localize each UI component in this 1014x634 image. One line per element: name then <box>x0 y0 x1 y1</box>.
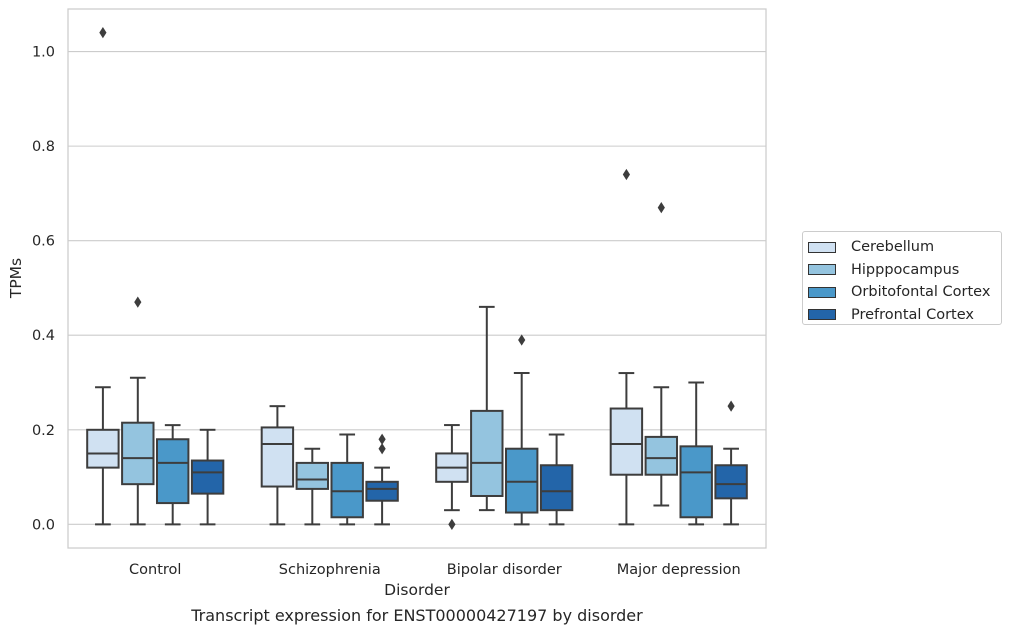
grid-lines <box>68 51 766 525</box>
x-tick-labels: Control Schizophrenia Bipolar disorder Majo… <box>129 562 741 578</box>
box <box>295 461 330 490</box>
outlier-point <box>518 334 526 346</box>
box-group <box>365 433 399 526</box>
legend-label: Hipppocampus <box>851 261 960 278</box>
box-group <box>714 400 748 526</box>
box <box>155 438 190 505</box>
y-tick-label: 1.0 <box>32 45 55 61</box>
legend-swatch <box>808 264 836 276</box>
box-group <box>330 433 364 526</box>
outlier-point <box>134 296 142 308</box>
box-group <box>155 424 190 526</box>
box <box>86 428 120 469</box>
outlier-point <box>622 168 630 181</box>
box <box>679 445 713 519</box>
box-group <box>644 201 679 507</box>
legend-swatch <box>808 309 836 321</box>
legend-swatch <box>808 286 836 298</box>
chart-caption: Transcript expression for ENST0000042719… <box>191 606 643 625</box>
outlier-point <box>448 518 456 530</box>
legend-item-hippocampus: Hipppocampus <box>808 259 1001 282</box>
outlier-point <box>378 433 386 445</box>
box <box>470 409 504 497</box>
y-tick-label: 0.8 <box>32 139 55 155</box>
box-group <box>86 27 120 526</box>
y-tick-labels: 0.0 0.2 0.4 0.6 0.8 1.0 <box>32 45 55 534</box>
legend-label: Cerebellum <box>851 239 935 256</box>
box <box>644 435 679 476</box>
box <box>330 461 364 519</box>
x-tick-label: Bipolar disorder <box>447 562 562 578</box>
x-axis-label: Disorder <box>384 581 450 599</box>
x-tick-label: Major depression <box>617 562 741 578</box>
legend: Cerebellum Hipppocampus Orbitofontal Cor… <box>802 231 1002 325</box>
box-group <box>609 168 644 526</box>
box-group <box>679 381 713 526</box>
x-tick-label: Control <box>129 562 181 578</box>
y-tick-label: 0.0 <box>32 517 55 533</box>
outlier-point <box>378 443 386 455</box>
outlier-point <box>99 27 107 39</box>
box-group <box>470 305 504 512</box>
boxes <box>86 27 748 530</box>
box-group <box>504 334 539 526</box>
box <box>609 407 644 476</box>
box <box>539 464 574 512</box>
box <box>504 447 539 514</box>
legend-swatch <box>808 241 836 253</box>
legend-item-cerebellum: Cerebellum <box>808 236 1001 259</box>
box <box>190 459 225 495</box>
legend-item-prefrontal-cortex: Prefrontal Cortex <box>808 304 1001 327</box>
y-tick-label: 0.4 <box>32 328 55 344</box>
legend-label: Prefrontal Cortex <box>851 306 974 323</box>
outlier-point <box>657 201 665 214</box>
box-group <box>295 447 330 526</box>
y-tick-label: 0.6 <box>32 234 55 250</box>
box <box>260 426 295 488</box>
box <box>121 421 155 486</box>
outlier-point <box>727 400 735 412</box>
box-group <box>260 405 295 526</box>
box-group <box>539 433 574 526</box>
box <box>714 464 748 500</box>
box-group <box>121 296 155 526</box>
box-group <box>190 428 225 526</box>
plot-frame <box>67 8 767 549</box>
box-group <box>435 424 469 530</box>
x-tick-label: Schizophrenia <box>279 562 381 578</box>
legend-label: Orbitofontal Cortex <box>851 284 991 301</box>
y-axis-label: TPMs <box>7 258 25 299</box>
y-tick-label: 0.2 <box>32 423 55 439</box>
legend-item-orbitofrontal-cortex: Orbitofontal Cortex <box>808 281 1001 304</box>
box <box>365 480 399 502</box>
